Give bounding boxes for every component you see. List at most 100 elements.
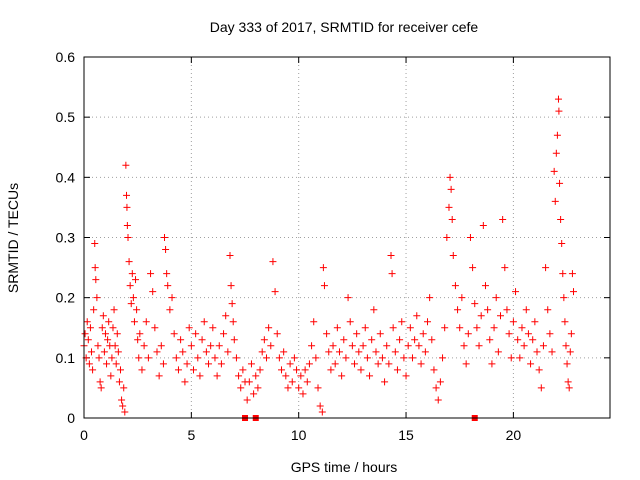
data-point [202,348,210,356]
data-point [260,336,268,344]
data-point [344,294,352,302]
data-point [135,354,143,362]
data-point [172,354,180,362]
data-point [275,354,283,362]
data-point [209,324,217,332]
data-point [159,360,167,368]
data-point [448,215,456,223]
data-point [441,324,449,332]
data-point [228,300,236,308]
data-point [243,396,251,404]
data-point [389,324,397,332]
data-point [564,378,572,386]
data-point [355,348,363,356]
data-point [110,306,118,314]
data-point [299,390,307,398]
data-point [273,330,281,338]
data-point [353,330,361,338]
data-point [376,330,384,338]
data-point [488,360,496,368]
data-point [524,330,532,338]
data-point [189,366,197,374]
data-point [490,324,498,332]
data-point [486,336,494,344]
data-point [118,396,126,404]
data-point [295,384,303,392]
data-point [393,366,401,374]
data-point [413,312,421,320]
data-point [168,294,176,302]
data-point [108,354,116,362]
data-point [308,342,316,350]
data-point [114,348,122,356]
data-point [560,294,568,302]
data-point [402,372,410,380]
data-point [479,221,487,229]
data-point [370,306,378,314]
data-point [411,336,419,344]
data-point [318,408,326,416]
data-point [136,330,144,338]
data-point [235,372,243,380]
data-point [396,336,404,344]
data-point [546,330,554,338]
data-point [174,366,182,374]
data-point [388,270,396,278]
data-point [359,342,367,350]
data-point [417,360,425,368]
data-point [557,215,565,223]
data-point [226,252,234,260]
data-point [239,366,247,374]
data-point [537,384,545,392]
data-point [113,330,121,338]
data-point [408,354,416,362]
data-point [112,360,120,368]
data-point [123,221,131,229]
data-point [446,173,454,181]
data-point [314,384,322,392]
data-point [374,360,382,368]
data-point [348,342,356,350]
data-point [458,294,466,302]
data-point [288,378,296,386]
data-point [383,342,391,350]
data-point [224,348,232,356]
data-point [198,336,206,344]
data-point [88,348,96,356]
x-tick-label: 10 [291,427,307,443]
data-point [142,318,150,326]
data-point [101,330,109,338]
data-point [421,348,429,356]
data-point [562,342,570,350]
data-point [340,336,348,344]
data-point [426,294,434,302]
data-point [230,336,238,344]
data-point [116,366,124,374]
data-point [194,354,202,362]
data-point [205,360,213,368]
data-point [84,336,92,344]
data-point [93,294,101,302]
data-point [200,318,208,326]
data-point [424,318,432,326]
y-tick-label: 0 [67,410,75,426]
data-point [475,342,483,350]
data-point [531,318,539,326]
data-point [319,264,327,272]
data-point [125,258,133,266]
data-point [138,366,146,374]
data-point [278,366,286,374]
data-point [514,336,522,344]
data-point [535,366,543,374]
data-point [419,330,427,338]
data-point [282,372,290,380]
data-point [157,342,165,350]
data-point [183,360,191,368]
data-point [305,360,313,368]
data-point [164,282,172,290]
data-point [447,185,455,193]
y-tick-label: 0.4 [56,169,76,185]
data-point [387,252,395,260]
data-point [271,288,279,296]
data-point [432,384,440,392]
